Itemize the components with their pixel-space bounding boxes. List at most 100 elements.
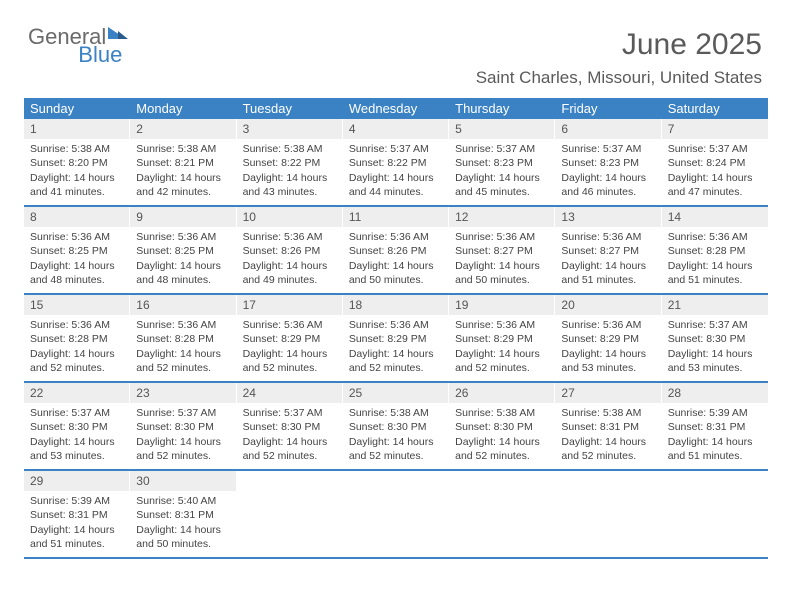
day-number: 26 bbox=[449, 383, 555, 403]
logo-triangle2-icon bbox=[118, 31, 128, 39]
day-cell bbox=[555, 471, 661, 557]
sunset-line: Sunset: 8:24 PM bbox=[668, 156, 762, 170]
daylight-line: Daylight: 14 hours and 43 minutes. bbox=[243, 171, 337, 199]
sunset-line: Sunset: 8:23 PM bbox=[561, 156, 655, 170]
day-body: Sunrise: 5:36 AMSunset: 8:28 PMDaylight:… bbox=[662, 227, 768, 293]
week-row: 8Sunrise: 5:36 AMSunset: 8:25 PMDaylight… bbox=[24, 207, 768, 295]
day-cell: 18Sunrise: 5:36 AMSunset: 8:29 PMDayligh… bbox=[343, 295, 449, 381]
sunrise-line: Sunrise: 5:36 AM bbox=[243, 318, 337, 332]
sunset-line: Sunset: 8:22 PM bbox=[349, 156, 443, 170]
day-body: Sunrise: 5:36 AMSunset: 8:29 PMDaylight:… bbox=[237, 315, 343, 381]
sunrise-line: Sunrise: 5:40 AM bbox=[136, 494, 230, 508]
daylight-line: Daylight: 14 hours and 53 minutes. bbox=[561, 347, 655, 375]
sunset-line: Sunset: 8:26 PM bbox=[349, 244, 443, 258]
sunset-line: Sunset: 8:25 PM bbox=[30, 244, 124, 258]
day-number: 16 bbox=[130, 295, 236, 315]
day-body: Sunrise: 5:36 AMSunset: 8:29 PMDaylight:… bbox=[343, 315, 449, 381]
day-body: Sunrise: 5:36 AMSunset: 8:28 PMDaylight:… bbox=[24, 315, 130, 381]
logo-text-2: Blue bbox=[78, 42, 122, 68]
sunset-line: Sunset: 8:22 PM bbox=[243, 156, 337, 170]
day-body: Sunrise: 5:38 AMSunset: 8:30 PMDaylight:… bbox=[343, 403, 449, 469]
sunrise-line: Sunrise: 5:38 AM bbox=[455, 406, 549, 420]
sunrise-line: Sunrise: 5:36 AM bbox=[349, 318, 443, 332]
day-number: 2 bbox=[130, 119, 236, 139]
daylight-line: Daylight: 14 hours and 44 minutes. bbox=[349, 171, 443, 199]
day-cell: 1Sunrise: 5:38 AMSunset: 8:20 PMDaylight… bbox=[24, 119, 130, 205]
calendar: SundayMondayTuesdayWednesdayThursdayFrid… bbox=[24, 98, 768, 559]
day-cell: 9Sunrise: 5:36 AMSunset: 8:25 PMDaylight… bbox=[130, 207, 236, 293]
daylight-line: Daylight: 14 hours and 52 minutes. bbox=[455, 435, 549, 463]
daylight-line: Daylight: 14 hours and 50 minutes. bbox=[349, 259, 443, 287]
daylight-line: Daylight: 14 hours and 41 minutes. bbox=[30, 171, 124, 199]
day-cell: 2Sunrise: 5:38 AMSunset: 8:21 PMDaylight… bbox=[130, 119, 236, 205]
day-body: Sunrise: 5:36 AMSunset: 8:29 PMDaylight:… bbox=[449, 315, 555, 381]
day-number: 18 bbox=[343, 295, 449, 315]
day-body: Sunrise: 5:36 AMSunset: 8:25 PMDaylight:… bbox=[130, 227, 236, 293]
day-number: 9 bbox=[130, 207, 236, 227]
day-cell: 21Sunrise: 5:37 AMSunset: 8:30 PMDayligh… bbox=[662, 295, 768, 381]
day-body: Sunrise: 5:38 AMSunset: 8:31 PMDaylight:… bbox=[555, 403, 661, 469]
day-cell: 20Sunrise: 5:36 AMSunset: 8:29 PMDayligh… bbox=[555, 295, 661, 381]
sunset-line: Sunset: 8:30 PM bbox=[30, 420, 124, 434]
day-number: 14 bbox=[662, 207, 768, 227]
sunrise-line: Sunrise: 5:36 AM bbox=[561, 230, 655, 244]
sunset-line: Sunset: 8:30 PM bbox=[136, 420, 230, 434]
sunset-line: Sunset: 8:25 PM bbox=[136, 244, 230, 258]
sunrise-line: Sunrise: 5:37 AM bbox=[243, 406, 337, 420]
day-cell: 13Sunrise: 5:36 AMSunset: 8:27 PMDayligh… bbox=[555, 207, 661, 293]
page-title: June 2025 bbox=[622, 28, 762, 62]
sunrise-line: Sunrise: 5:36 AM bbox=[561, 318, 655, 332]
weeks-container: 1Sunrise: 5:38 AMSunset: 8:20 PMDaylight… bbox=[24, 119, 768, 559]
daylight-line: Daylight: 14 hours and 51 minutes. bbox=[668, 435, 762, 463]
day-cell: 6Sunrise: 5:37 AMSunset: 8:23 PMDaylight… bbox=[555, 119, 661, 205]
sunrise-line: Sunrise: 5:37 AM bbox=[668, 318, 762, 332]
sunset-line: Sunset: 8:20 PM bbox=[30, 156, 124, 170]
day-body: Sunrise: 5:37 AMSunset: 8:23 PMDaylight:… bbox=[555, 139, 661, 205]
weekday-sunday: Sunday bbox=[24, 98, 130, 119]
sunrise-line: Sunrise: 5:37 AM bbox=[30, 406, 124, 420]
day-cell bbox=[343, 471, 449, 557]
day-cell: 28Sunrise: 5:39 AMSunset: 8:31 PMDayligh… bbox=[662, 383, 768, 469]
day-number: 28 bbox=[662, 383, 768, 403]
day-cell: 15Sunrise: 5:36 AMSunset: 8:28 PMDayligh… bbox=[24, 295, 130, 381]
day-cell: 8Sunrise: 5:36 AMSunset: 8:25 PMDaylight… bbox=[24, 207, 130, 293]
daylight-line: Daylight: 14 hours and 45 minutes. bbox=[455, 171, 549, 199]
sunset-line: Sunset: 8:27 PM bbox=[561, 244, 655, 258]
day-number: 5 bbox=[449, 119, 555, 139]
day-cell: 27Sunrise: 5:38 AMSunset: 8:31 PMDayligh… bbox=[555, 383, 661, 469]
day-body: Sunrise: 5:36 AMSunset: 8:27 PMDaylight:… bbox=[555, 227, 661, 293]
sunset-line: Sunset: 8:31 PM bbox=[561, 420, 655, 434]
day-cell: 25Sunrise: 5:38 AMSunset: 8:30 PMDayligh… bbox=[343, 383, 449, 469]
week-row: 22Sunrise: 5:37 AMSunset: 8:30 PMDayligh… bbox=[24, 383, 768, 471]
day-number: 21 bbox=[662, 295, 768, 315]
day-body: Sunrise: 5:38 AMSunset: 8:30 PMDaylight:… bbox=[449, 403, 555, 469]
sunset-line: Sunset: 8:23 PM bbox=[455, 156, 549, 170]
sunset-line: Sunset: 8:28 PM bbox=[30, 332, 124, 346]
daylight-line: Daylight: 14 hours and 51 minutes. bbox=[561, 259, 655, 287]
day-body: Sunrise: 5:36 AMSunset: 8:26 PMDaylight:… bbox=[343, 227, 449, 293]
day-number: 10 bbox=[237, 207, 343, 227]
weekday-tuesday: Tuesday bbox=[237, 98, 343, 119]
day-cell bbox=[237, 471, 343, 557]
day-cell: 23Sunrise: 5:37 AMSunset: 8:30 PMDayligh… bbox=[130, 383, 236, 469]
day-number: 8 bbox=[24, 207, 130, 227]
day-body: Sunrise: 5:40 AMSunset: 8:31 PMDaylight:… bbox=[130, 491, 236, 557]
daylight-line: Daylight: 14 hours and 42 minutes. bbox=[136, 171, 230, 199]
week-row: 29Sunrise: 5:39 AMSunset: 8:31 PMDayligh… bbox=[24, 471, 768, 559]
sunrise-line: Sunrise: 5:37 AM bbox=[455, 142, 549, 156]
day-body: Sunrise: 5:38 AMSunset: 8:21 PMDaylight:… bbox=[130, 139, 236, 205]
sunrise-line: Sunrise: 5:36 AM bbox=[136, 318, 230, 332]
sunrise-line: Sunrise: 5:37 AM bbox=[561, 142, 655, 156]
day-body: Sunrise: 5:39 AMSunset: 8:31 PMDaylight:… bbox=[24, 491, 130, 557]
day-number: 27 bbox=[555, 383, 661, 403]
sunset-line: Sunset: 8:31 PM bbox=[136, 508, 230, 522]
day-body: Sunrise: 5:36 AMSunset: 8:27 PMDaylight:… bbox=[449, 227, 555, 293]
day-cell: 3Sunrise: 5:38 AMSunset: 8:22 PMDaylight… bbox=[237, 119, 343, 205]
daylight-line: Daylight: 14 hours and 52 minutes. bbox=[136, 347, 230, 375]
daylight-line: Daylight: 14 hours and 52 minutes. bbox=[561, 435, 655, 463]
daylight-line: Daylight: 14 hours and 51 minutes. bbox=[668, 259, 762, 287]
sunset-line: Sunset: 8:30 PM bbox=[349, 420, 443, 434]
sunset-line: Sunset: 8:21 PM bbox=[136, 156, 230, 170]
daylight-line: Daylight: 14 hours and 53 minutes. bbox=[668, 347, 762, 375]
weekday-wednesday: Wednesday bbox=[343, 98, 449, 119]
